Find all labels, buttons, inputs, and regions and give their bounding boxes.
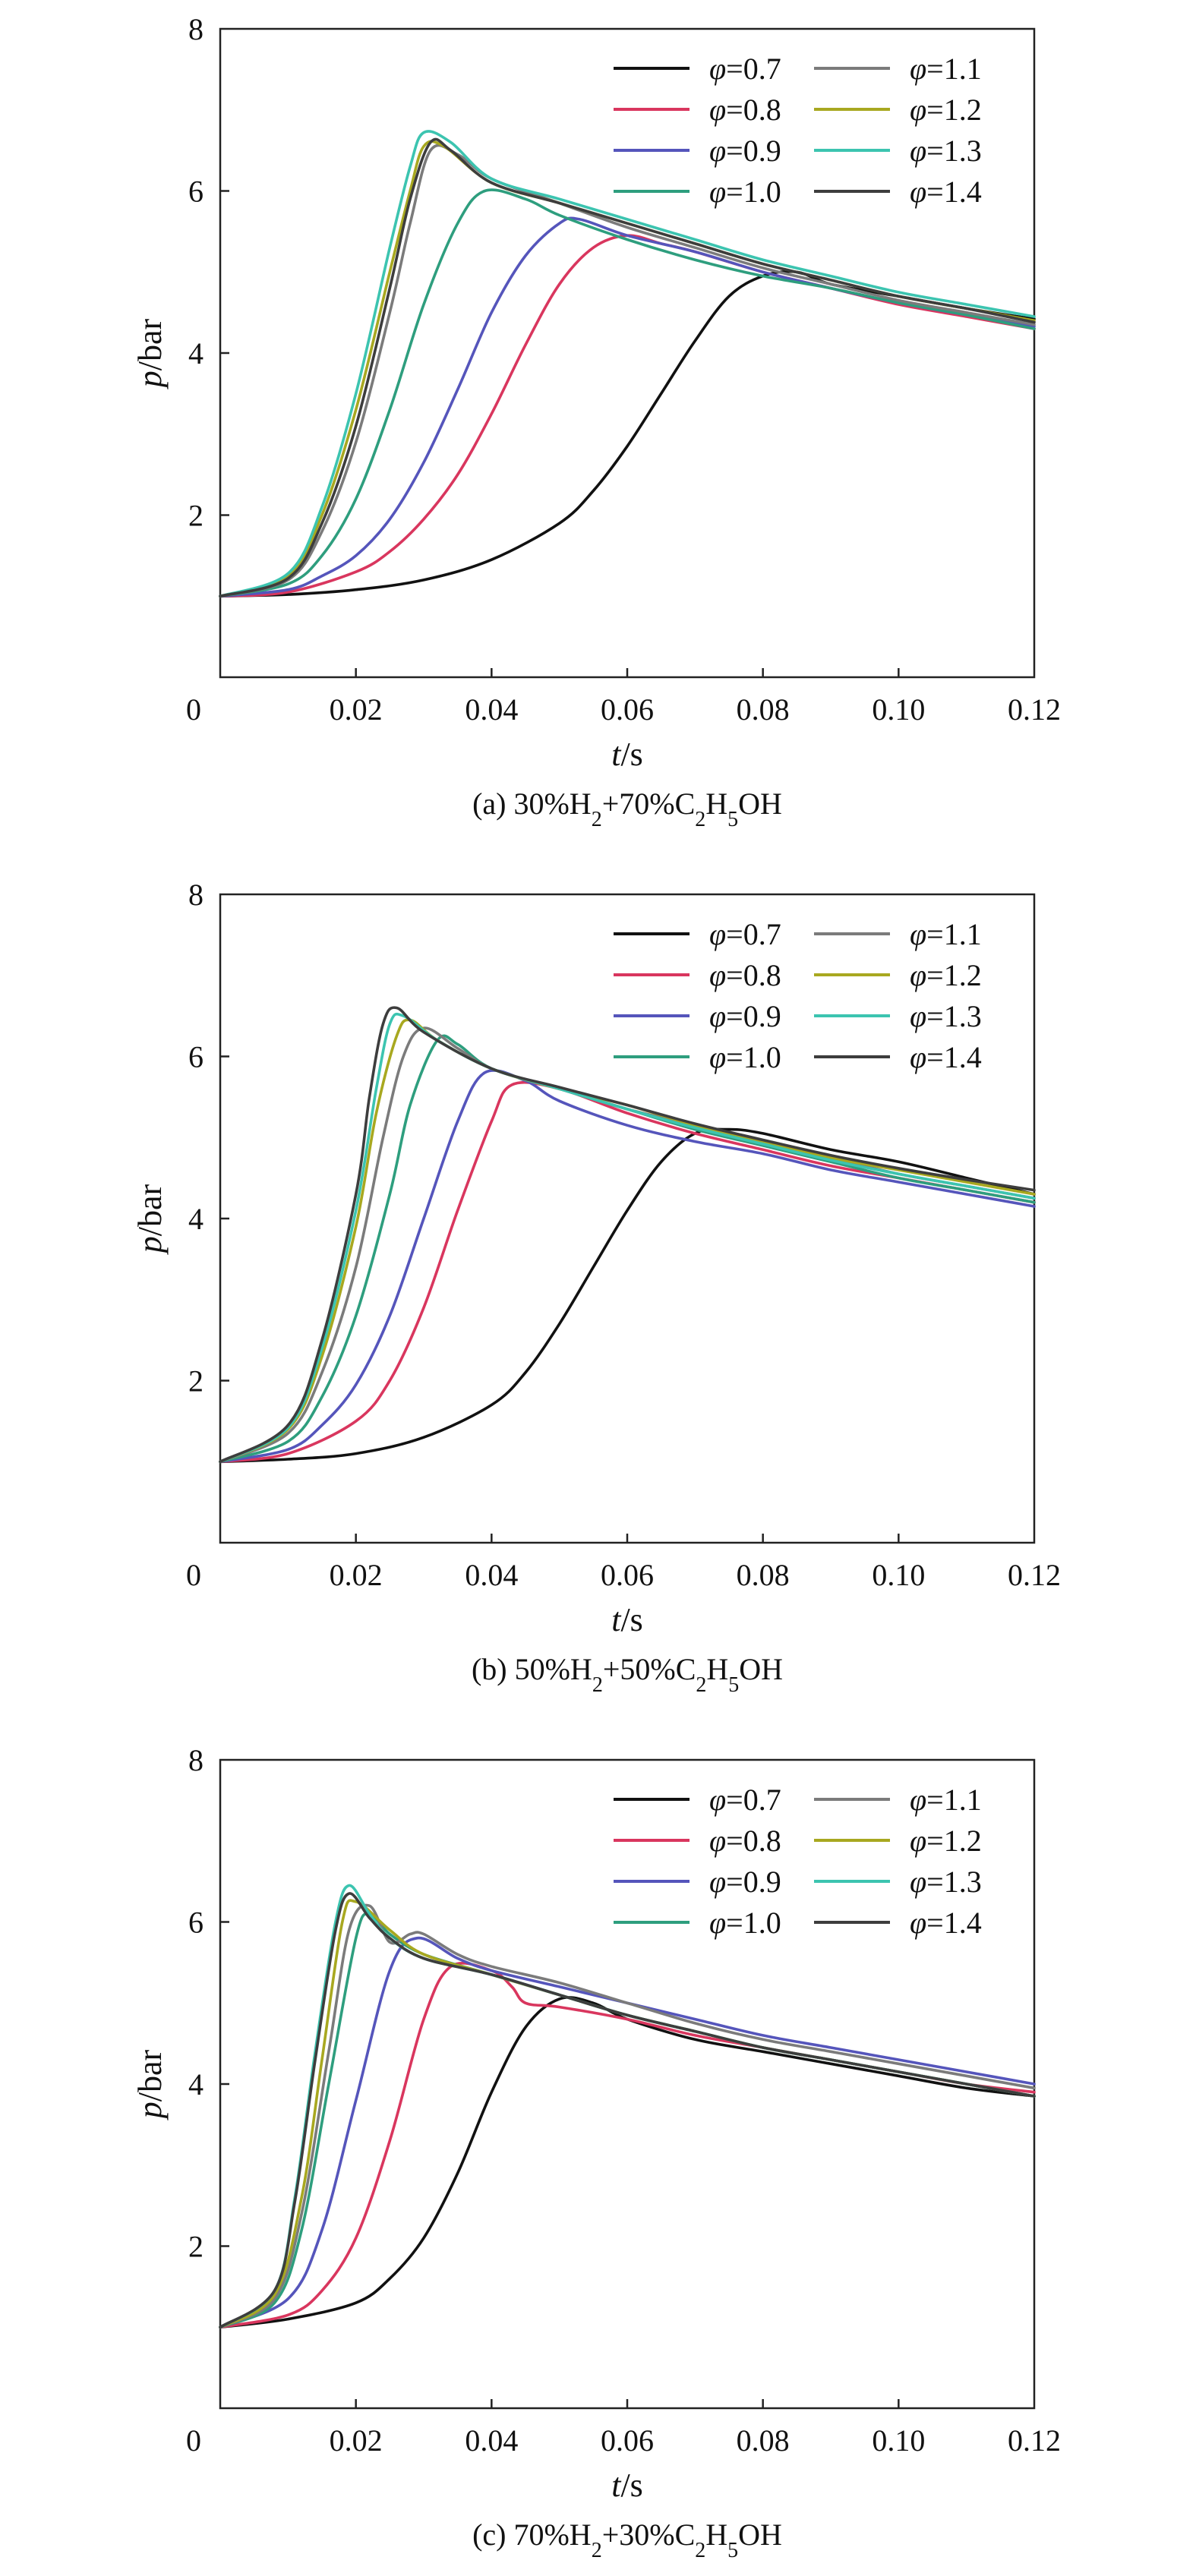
legend-entry-label: φ=0.9 <box>709 999 781 1033</box>
legend: φ=0.7 φ=0.8 φ=0.9 φ=1.0 φ=1.1 φ=1.2 φ=1.3 φ=1.4 <box>614 917 982 1074</box>
x-tick-label: 0.08 <box>737 692 790 727</box>
legend-entry-label: φ=0.8 <box>709 1824 781 1858</box>
series-line-phi-0.7 <box>219 1127 1036 1464</box>
series-line-phi-1.1 <box>219 143 1036 598</box>
x-tick-label: 0.04 <box>465 1558 518 1592</box>
x-axis-label: t/s <box>611 736 643 773</box>
series-line-phi-1.0 <box>219 1034 1036 1464</box>
panel-caption: (b) 50%H2+50%C2H5OH <box>472 1652 783 1697</box>
x-tick-label: 0.06 <box>601 2423 654 2458</box>
legend-entry-label: φ=1.2 <box>910 1824 982 1858</box>
panel-caption: (a) 30%H2+70%C2H5OH <box>472 787 782 831</box>
series-lines <box>219 130 1036 598</box>
chart-panel-2: 0 0.02 0.04 0.06 0.08 0.10 0.12 2 4 6 8 t/s p/bar (c)… <box>131 1743 1061 2562</box>
series-line-phi-0.8 <box>219 234 1036 598</box>
series-line-phi-1.1 <box>219 1026 1036 1464</box>
y-tick-label: 6 <box>188 175 204 209</box>
y-tick-label: 8 <box>188 1743 204 1777</box>
legend-entry-label: φ=1.0 <box>709 175 781 209</box>
y-axis-label: p/bar <box>131 318 169 389</box>
x-axis-label: t/s <box>611 2467 643 2504</box>
x-tick-label: 0.02 <box>330 1558 383 1592</box>
y-tick-label: 6 <box>188 1906 204 1940</box>
legend-entry-label: φ=1.3 <box>910 134 982 168</box>
legend-entry-label: φ=1.4 <box>910 1040 982 1074</box>
y-axis-label: p/bar <box>131 2049 169 2120</box>
series-line-phi-1.4 <box>219 1892 1036 2329</box>
legend-entry-label: φ=1.2 <box>910 958 982 992</box>
series-line-phi-0.7 <box>219 1996 1036 2329</box>
series-line-phi-1.2 <box>219 1018 1036 1464</box>
x-tick-label: 0.12 <box>1008 692 1061 727</box>
chart-panel-0: 0 0.02 0.04 0.06 0.08 0.10 0.12 2 4 6 8 t/s p/bar (a)… <box>131 12 1061 831</box>
panel-caption: (c) 70%H2+30%C2H5OH <box>472 2518 782 2562</box>
x-tick-label: 0 <box>186 1558 201 1592</box>
series-line-phi-1.4 <box>219 137 1036 598</box>
x-tick-label: 0.12 <box>1008 2423 1061 2458</box>
series-line-phi-0.7 <box>219 270 1036 598</box>
legend: φ=0.7 φ=0.8 φ=0.9 φ=1.0 φ=1.1 φ=1.2 φ=1.3 φ=1.4 <box>614 52 982 209</box>
x-tick-label: 0.08 <box>737 1558 790 1592</box>
legend-entry-label: φ=1.0 <box>709 1040 781 1074</box>
series-line-phi-0.9 <box>219 216 1036 598</box>
legend-entry-label: φ=0.9 <box>709 134 781 168</box>
y-tick-label: 4 <box>188 336 204 370</box>
x-tick-label: 0.10 <box>872 1558 925 1592</box>
y-tick-label: 6 <box>188 1040 204 1074</box>
x-tick-label: 0 <box>186 692 201 727</box>
legend-entry-label: φ=1.1 <box>910 1783 982 1817</box>
y-tick-label: 8 <box>188 878 204 912</box>
legend-entry-label: φ=0.8 <box>709 93 781 127</box>
x-tick-label: 0.06 <box>601 692 654 727</box>
y-tick-label: 2 <box>188 2230 204 2264</box>
x-tick-label: 0.04 <box>465 2423 518 2458</box>
y-tick-label: 8 <box>188 12 204 46</box>
legend-entry-label: φ=1.4 <box>910 1906 982 1940</box>
series-line-phi-1.3 <box>219 1012 1036 1464</box>
legend-entry-label: φ=0.9 <box>709 1865 781 1899</box>
legend-entry-label: φ=0.7 <box>709 1783 781 1817</box>
legend-entry-label: φ=1.1 <box>910 917 982 951</box>
series-line-phi-1.3 <box>219 130 1036 598</box>
y-tick-label: 4 <box>188 1202 204 1236</box>
y-axis-label: p/bar <box>131 1184 169 1255</box>
series-line-phi-0.9 <box>219 1936 1036 2329</box>
legend-entry-label: φ=0.7 <box>709 917 781 951</box>
x-tick-label: 0.10 <box>872 2423 925 2458</box>
x-tick-label: 0.04 <box>465 692 518 727</box>
legend-entry-label: φ=1.3 <box>910 1865 982 1899</box>
x-tick-label: 0.02 <box>330 692 383 727</box>
legend-entry-label: φ=0.8 <box>709 958 781 992</box>
legend: φ=0.7 φ=0.8 φ=0.9 φ=1.0 φ=1.1 φ=1.2 φ=1.3 φ=1.4 <box>614 1783 982 1940</box>
x-tick-label: 0.06 <box>601 1558 654 1592</box>
x-tick-label: 0.08 <box>737 2423 790 2458</box>
series-lines <box>219 1006 1036 1464</box>
legend-entry-label: φ=1.3 <box>910 999 982 1033</box>
legend-entry-label: φ=1.2 <box>910 93 982 127</box>
y-tick-label: 2 <box>188 499 204 533</box>
legend-entry-label: φ=1.1 <box>910 52 982 86</box>
series-line-phi-1.0 <box>219 188 1036 598</box>
x-tick-label: 0 <box>186 2423 201 2458</box>
series-lines <box>219 1884 1036 2329</box>
x-axis-label: t/s <box>611 1601 643 1638</box>
legend-entry-label: φ=1.4 <box>910 175 982 209</box>
legend-entry-label: φ=0.7 <box>709 52 781 86</box>
y-tick-label: 2 <box>188 1364 204 1398</box>
series-line-phi-1.4 <box>219 1006 1036 1464</box>
x-tick-label: 0.02 <box>330 2423 383 2458</box>
series-line-phi-1.1 <box>219 1903 1036 2329</box>
x-tick-label: 0.12 <box>1008 1558 1061 1592</box>
chart-panel-1: 0 0.02 0.04 0.06 0.08 0.10 0.12 2 4 6 8 t/s p/bar (b)… <box>131 878 1061 1697</box>
y-tick-label: 4 <box>188 2067 204 2101</box>
x-tick-label: 0.10 <box>872 692 925 727</box>
legend-entry-label: φ=1.0 <box>709 1906 781 1940</box>
